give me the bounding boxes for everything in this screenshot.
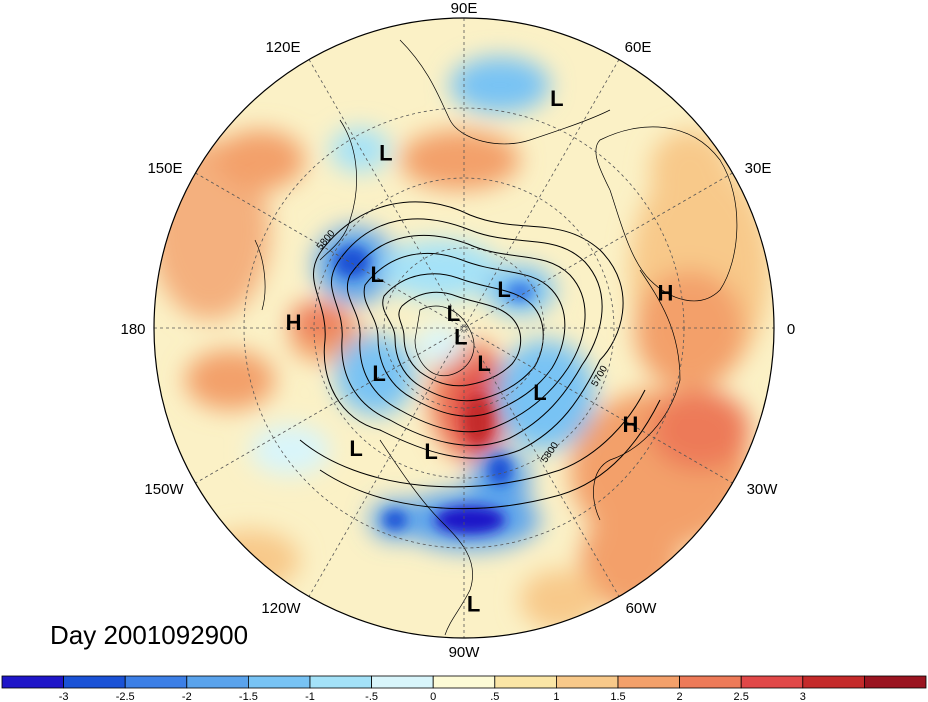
low-pressure-label: L xyxy=(497,277,510,302)
low-pressure-label: L xyxy=(447,301,460,326)
high-pressure-label: H xyxy=(658,281,674,306)
colorbar-swatch xyxy=(740,675,804,689)
colorbar-tick-label: -.5 xyxy=(365,691,378,702)
colorbar-swatch xyxy=(1,675,64,689)
colorbar-swatch xyxy=(124,675,188,689)
colorbar-tick-label: .5 xyxy=(490,691,499,702)
colorbar: -3 -2.5 -2 -1.5 -1 -.5 0 .5 1 1.5 2 2.5 3 xyxy=(1,675,927,702)
colorbar-tick-label: 2 xyxy=(677,691,683,702)
low-pressure-label: L xyxy=(379,140,392,165)
geopotential-contours xyxy=(299,201,661,510)
colorbar-swatch xyxy=(679,675,742,689)
colorbar-swatch xyxy=(247,675,311,689)
high-pressure-label: H xyxy=(623,412,639,437)
lon-label-120w: 120W xyxy=(261,600,301,617)
low-pressure-label: L xyxy=(454,325,467,350)
colorbar-swatch xyxy=(864,675,927,689)
lon-label-60e: 60E xyxy=(625,39,652,56)
colorbar-tick-label: -1.5 xyxy=(239,691,258,702)
low-pressure-label: L xyxy=(370,262,383,287)
colorbar-swatch xyxy=(371,675,434,689)
lon-label-150e: 150E xyxy=(147,160,182,177)
coastlines xyxy=(254,39,738,636)
low-pressure-label: L xyxy=(550,86,563,111)
colorbar-swatch xyxy=(617,675,680,689)
lon-label-90e: 90E xyxy=(451,0,478,17)
lon-label-90w: 90W xyxy=(449,644,481,661)
lon-label-150w: 150W xyxy=(144,481,184,498)
lon-label-30w: 30W xyxy=(747,481,779,498)
day-title: Day 2001092900 xyxy=(50,620,249,650)
colorbar-tick-label: -3 xyxy=(59,691,69,702)
low-pressure-label: L xyxy=(467,592,480,617)
low-pressure-label: L xyxy=(424,439,437,464)
colorbar-swatch xyxy=(432,675,496,689)
colorbar-swatch xyxy=(556,675,619,689)
colorbar-swatch xyxy=(63,675,126,689)
lon-label-180: 180 xyxy=(120,321,145,338)
colorbar-tick-label: -2 xyxy=(182,691,192,702)
colorbar-swatch xyxy=(802,675,865,689)
low-pressure-label: L xyxy=(372,361,385,386)
lon-label-30e: 30E xyxy=(745,160,772,177)
high-pressure-label: H xyxy=(286,310,302,335)
colorbar-tick-label: 1.5 xyxy=(610,691,625,702)
lat-lon-grid xyxy=(154,18,774,638)
colorbar-tick-label: -1 xyxy=(305,691,315,702)
longitude-labels: 90E 60E 30E 0 30W 60W 90W 120W 150W 180 … xyxy=(120,0,795,661)
low-pressure-label: L xyxy=(533,380,546,405)
colorbar-tick-label: -2.5 xyxy=(116,691,135,702)
colorbar-swatch xyxy=(494,675,557,689)
low-pressure-label: L xyxy=(477,351,490,376)
low-pressure-label: L xyxy=(349,436,362,461)
lon-label-0: 0 xyxy=(787,321,795,338)
colorbar-swatch xyxy=(186,675,249,689)
colorbar-tick-label: 2.5 xyxy=(734,691,749,702)
colorbar-tick-label: 0 xyxy=(430,691,436,702)
lon-label-120e: 120E xyxy=(265,39,300,56)
lon-label-60w: 60W xyxy=(626,600,658,617)
colorbar-swatch xyxy=(309,675,372,689)
colorbar-tick-label: 3 xyxy=(800,691,806,702)
colorbar-tick-label: 1 xyxy=(553,691,559,702)
